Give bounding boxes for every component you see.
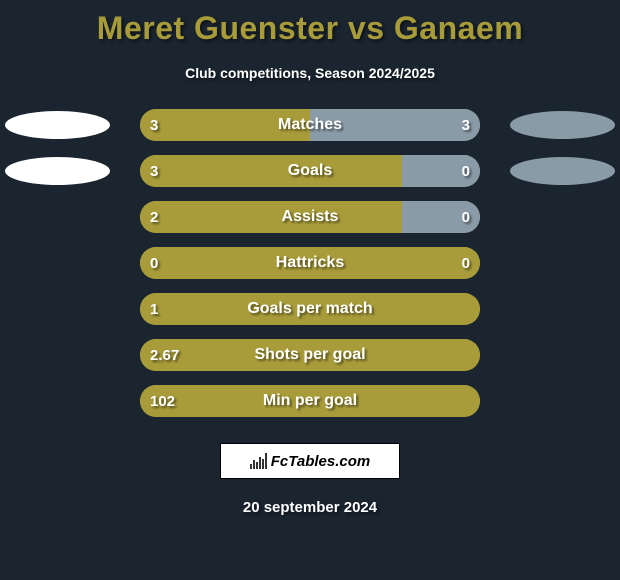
stat-row: Min per goal102 bbox=[0, 385, 620, 417]
stat-value-right: 0 bbox=[462, 163, 470, 180]
stat-row: Hattricks00 bbox=[0, 247, 620, 279]
stat-bar bbox=[140, 247, 480, 279]
fctables-logo: FcTables.com bbox=[220, 443, 400, 479]
stat-row: Goals30 bbox=[0, 155, 620, 187]
stat-value-left: 1 bbox=[150, 301, 158, 318]
date-label: 20 september 2024 bbox=[0, 499, 620, 516]
stat-value-left: 2.67 bbox=[150, 347, 179, 364]
stat-bar-left bbox=[140, 201, 402, 233]
stat-value-left: 2 bbox=[150, 209, 158, 226]
stat-value-left: 3 bbox=[150, 117, 158, 134]
player-badge-left bbox=[5, 157, 110, 185]
stat-value-left: 0 bbox=[150, 255, 158, 272]
stat-bar-left bbox=[140, 155, 402, 187]
player-badge-right bbox=[510, 111, 615, 139]
stat-bar bbox=[140, 155, 480, 187]
comparison-subtitle: Club competitions, Season 2024/2025 bbox=[0, 65, 620, 81]
stat-value-right: 0 bbox=[462, 209, 470, 226]
stat-bar-right bbox=[310, 109, 480, 141]
player-badge-right bbox=[510, 157, 615, 185]
stat-value-left: 3 bbox=[150, 163, 158, 180]
stats-container: Matches33Goals30Assists20Hattricks00Goal… bbox=[0, 109, 620, 417]
stat-row: Matches33 bbox=[0, 109, 620, 141]
stat-bar-left bbox=[140, 247, 480, 279]
stat-bar-left bbox=[140, 109, 310, 141]
stat-bar-left bbox=[140, 385, 480, 417]
stat-bar bbox=[140, 109, 480, 141]
player-badge-left bbox=[5, 111, 110, 139]
logo-text: FcTables.com bbox=[271, 453, 370, 470]
stat-bar bbox=[140, 385, 480, 417]
stat-bar bbox=[140, 293, 480, 325]
stat-bar-left bbox=[140, 339, 480, 371]
stat-row: Shots per goal2.67 bbox=[0, 339, 620, 371]
comparison-title: Meret Guenster vs Ganaem bbox=[0, 0, 620, 47]
stat-value-right: 3 bbox=[462, 117, 470, 134]
stat-value-right: 0 bbox=[462, 255, 470, 272]
stat-bar bbox=[140, 339, 480, 371]
bars-icon bbox=[250, 453, 267, 469]
stat-row: Assists20 bbox=[0, 201, 620, 233]
stat-bar-left bbox=[140, 293, 480, 325]
stat-row: Goals per match1 bbox=[0, 293, 620, 325]
stat-bar bbox=[140, 201, 480, 233]
stat-value-left: 102 bbox=[150, 393, 175, 410]
